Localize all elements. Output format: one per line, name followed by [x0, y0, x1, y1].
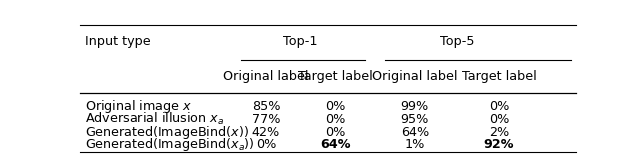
Text: 99%: 99%: [401, 100, 429, 113]
Text: 0%: 0%: [489, 100, 509, 113]
Text: 95%: 95%: [401, 113, 429, 126]
Text: 0%: 0%: [325, 125, 346, 139]
Text: 64%: 64%: [320, 138, 351, 152]
Text: 1%: 1%: [404, 138, 425, 152]
Text: 0%: 0%: [325, 113, 346, 126]
Text: Generated(ImageBind($x_a$)): Generated(ImageBind($x_a$)): [85, 136, 255, 154]
Text: Target label: Target label: [461, 70, 536, 83]
Text: Adversarial illusion $x_a$: Adversarial illusion $x_a$: [85, 111, 225, 127]
Text: 0%: 0%: [489, 113, 509, 126]
Text: Input type: Input type: [85, 35, 150, 48]
Text: 77%: 77%: [252, 113, 280, 126]
Text: 64%: 64%: [401, 125, 429, 139]
Text: 92%: 92%: [484, 138, 515, 152]
Text: Top-1: Top-1: [284, 35, 318, 48]
Text: Original label: Original label: [223, 70, 308, 83]
Text: Generated(ImageBind($x$)): Generated(ImageBind($x$)): [85, 123, 249, 141]
Text: Original image $x$: Original image $x$: [85, 98, 193, 115]
Text: Target label: Target label: [298, 70, 373, 83]
Text: 0%: 0%: [256, 138, 276, 152]
Text: Original label: Original label: [372, 70, 458, 83]
Text: 2%: 2%: [489, 125, 509, 139]
Text: Top-5: Top-5: [440, 35, 474, 48]
Text: 85%: 85%: [252, 100, 280, 113]
Text: 0%: 0%: [325, 100, 346, 113]
Text: 42%: 42%: [252, 125, 280, 139]
